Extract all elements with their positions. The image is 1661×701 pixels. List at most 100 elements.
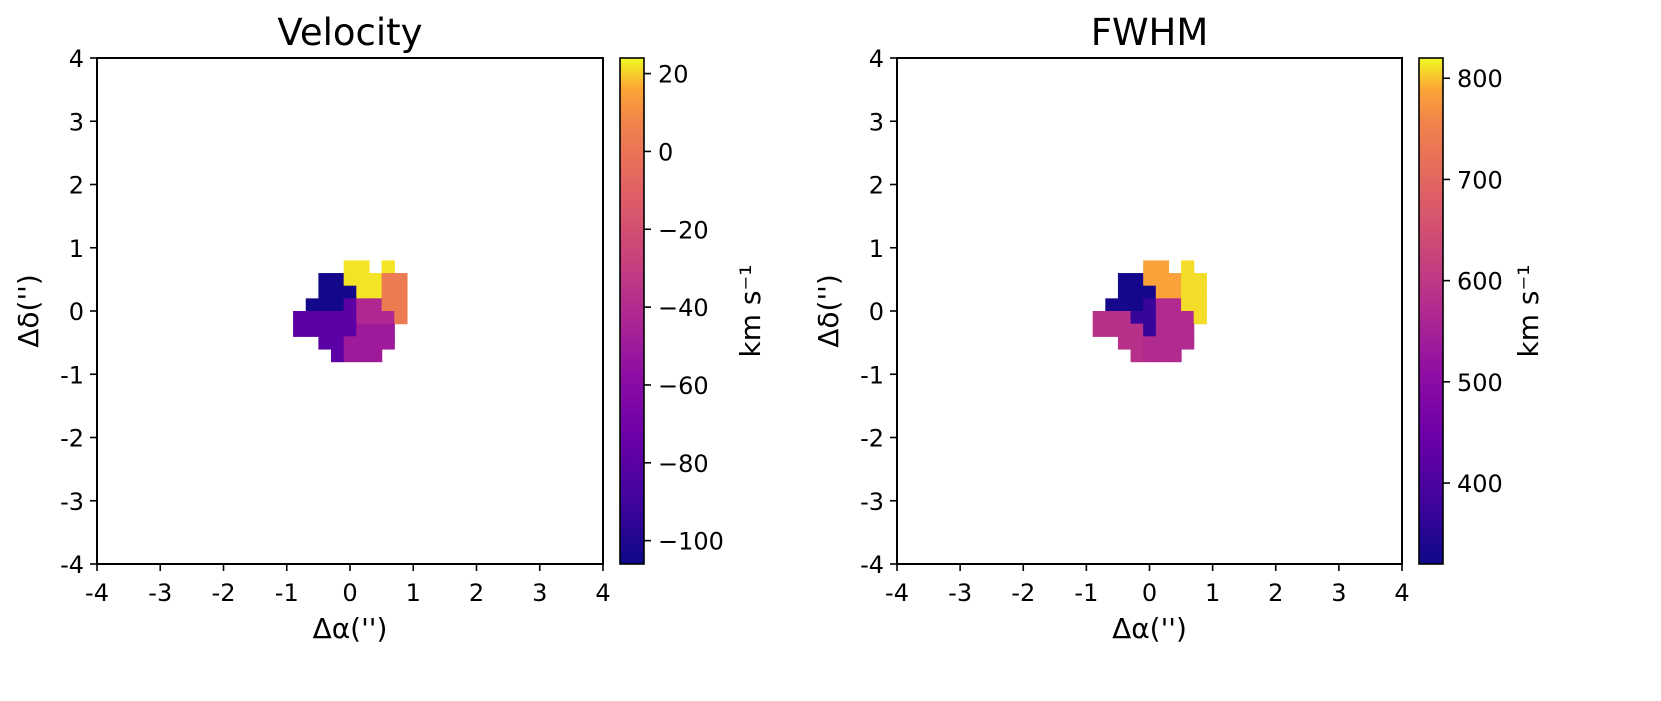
y-axis-label: Δδ('') (12, 274, 45, 348)
heatmap-cell (394, 273, 408, 287)
heatmap-cell (293, 311, 307, 325)
heatmap-cell (1130, 336, 1144, 350)
heatmap-cell (1168, 285, 1182, 299)
heatmap-cell (1143, 298, 1157, 312)
x-tick-label: 4 (1394, 579, 1409, 607)
colorbar-tick-label: −100 (658, 528, 724, 556)
heatmap-cell (343, 298, 357, 312)
y-tick-label: -3 (60, 488, 84, 516)
heatmap-cell (331, 336, 345, 350)
heatmap-cell (1092, 311, 1106, 325)
heatmap-cell (356, 311, 370, 325)
heatmap-cell (1155, 336, 1170, 350)
heatmap-cell (1143, 273, 1157, 287)
heatmap-cell (343, 285, 357, 299)
heatmap-cell (305, 323, 319, 337)
heatmap-cell (343, 273, 357, 287)
heatmap-cell (1168, 323, 1182, 337)
heatmap-cell (356, 323, 370, 337)
heatmap-cell (368, 336, 383, 350)
heatmap-cell (1117, 323, 1132, 337)
y-tick-label: -2 (860, 425, 884, 453)
heatmap-cell (381, 323, 395, 337)
heatmap-cell (1105, 298, 1119, 312)
heatmap-cell (1130, 285, 1144, 299)
heatmap-cell (1130, 311, 1144, 325)
heatmap-cell (381, 285, 395, 299)
heatmap-cell (318, 273, 332, 287)
y-tick-label: 4 (69, 45, 84, 73)
heatmap-cell (356, 348, 370, 363)
y-tick-label: 1 (69, 235, 84, 263)
heatmap-cell (368, 273, 383, 287)
y-axis-label: Δδ('') (812, 274, 845, 348)
heatmap-cell (331, 348, 345, 363)
heatmap-cell (1155, 273, 1170, 287)
y-tick-label: 1 (869, 235, 884, 263)
colorbar-tick-label: −40 (658, 294, 709, 322)
colorbar-tick-label: 600 (1457, 268, 1503, 296)
heatmap-cell (381, 298, 395, 312)
velocity-panel: Velocity -4 -3 -2 -1 0 1 2 3 4 -4 -3 -2 -1 0 1 2 3 4 Δα('')… (12, 11, 767, 645)
colorbar-label: km s⁻¹ (1512, 265, 1545, 358)
colorbar-tick-label: 400 (1457, 470, 1503, 498)
heatmap-cell (1117, 285, 1132, 299)
x-tick-label: 3 (1331, 579, 1346, 607)
heatmap-cell (1168, 298, 1182, 312)
x-tick-label: -3 (948, 579, 972, 607)
heatmap-cell (1181, 311, 1195, 325)
heatmap-cell (1117, 311, 1132, 325)
colorbar-tick-label: −60 (658, 372, 709, 400)
colorbar-tick-label: 700 (1457, 166, 1503, 194)
heatmap-cell (1130, 348, 1144, 363)
heatmap-cell (331, 285, 345, 299)
colorbar (1418, 57, 1444, 565)
heatmap-cell (1168, 336, 1182, 350)
heatmap-cell (331, 323, 345, 337)
colorbar (619, 57, 645, 565)
fwhm-panel: FWHM -4 -3 -2 -1 0 1 2 3 4 -4 -3 -2 -1 0 1 2 3 4 Δα('') Δδ('… (812, 11, 1545, 645)
heatmap-cell (356, 285, 370, 299)
y-tick-label: -4 (860, 551, 884, 579)
y-tick-label: -4 (60, 551, 84, 579)
heatmap-cell (1143, 323, 1157, 337)
heatmap-cell (1143, 348, 1157, 363)
heatmap-cell (368, 323, 383, 337)
heatmap-cell (343, 336, 357, 350)
heatmap-cell (1181, 298, 1195, 312)
heatmap-cell (381, 311, 395, 325)
y-tick-label: 3 (869, 108, 884, 136)
heatmap-cell (1117, 336, 1132, 350)
heatmap-cell (318, 336, 332, 350)
heatmap-cell (356, 298, 370, 312)
x-tick-label: 0 (342, 579, 357, 607)
y-tick-label: 2 (69, 172, 84, 200)
heatmap-cell (368, 311, 383, 325)
heatmap-cell (368, 298, 383, 312)
x-tick-label: -4 (885, 579, 909, 607)
heatmap-cell (1143, 311, 1157, 325)
x-tick-label: 2 (1268, 579, 1283, 607)
heatmap-cell (1155, 311, 1170, 325)
heatmap-cell (1130, 273, 1144, 287)
heatmap-cell (1193, 311, 1207, 325)
colorbar-tick-label: 0 (658, 138, 673, 166)
heatmap-cell (305, 298, 319, 312)
heatmap-cell (318, 285, 332, 299)
y-tick-label: 2 (869, 172, 884, 200)
heatmap-cell (343, 348, 357, 363)
heatmap-cell (1155, 323, 1170, 337)
heatmap-cell (1181, 273, 1195, 287)
heatmap-cell (1155, 348, 1170, 363)
y-tick-label: 3 (69, 108, 84, 136)
heatmap-cell (1181, 260, 1195, 274)
y-tick-label: 0 (69, 298, 84, 326)
heatmap-cell (331, 273, 345, 287)
y-tick-label: 0 (869, 298, 884, 326)
y-tick-label: -3 (860, 488, 884, 516)
x-tick-label: -4 (85, 579, 109, 607)
x-tick-label: -3 (148, 579, 172, 607)
x-tick-label: -1 (1074, 579, 1098, 607)
y-tick-label: 4 (869, 45, 884, 73)
heatmap-cell (1105, 323, 1119, 337)
